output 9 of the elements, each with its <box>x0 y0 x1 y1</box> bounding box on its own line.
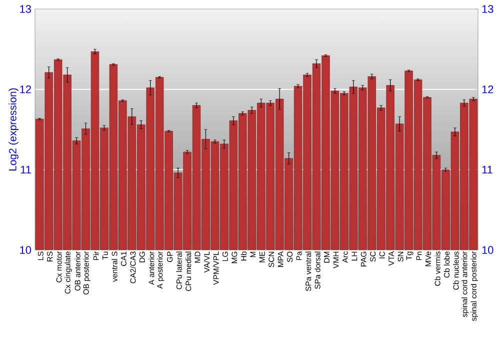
y-tick-label: 11 <box>20 166 31 174</box>
y2-tick-label: 10 <box>482 246 494 254</box>
y2-tick-label: 13 <box>482 5 494 13</box>
y2-tick-label: 11 <box>482 166 492 174</box>
y-tick-label: 10 <box>20 246 32 254</box>
y-axis-title: Log2 (expression) <box>8 88 18 171</box>
y-tick-label: 13 <box>20 5 31 13</box>
y2-tick-label: 12 <box>482 86 494 94</box>
y-tick-label: 12 <box>20 86 31 94</box>
